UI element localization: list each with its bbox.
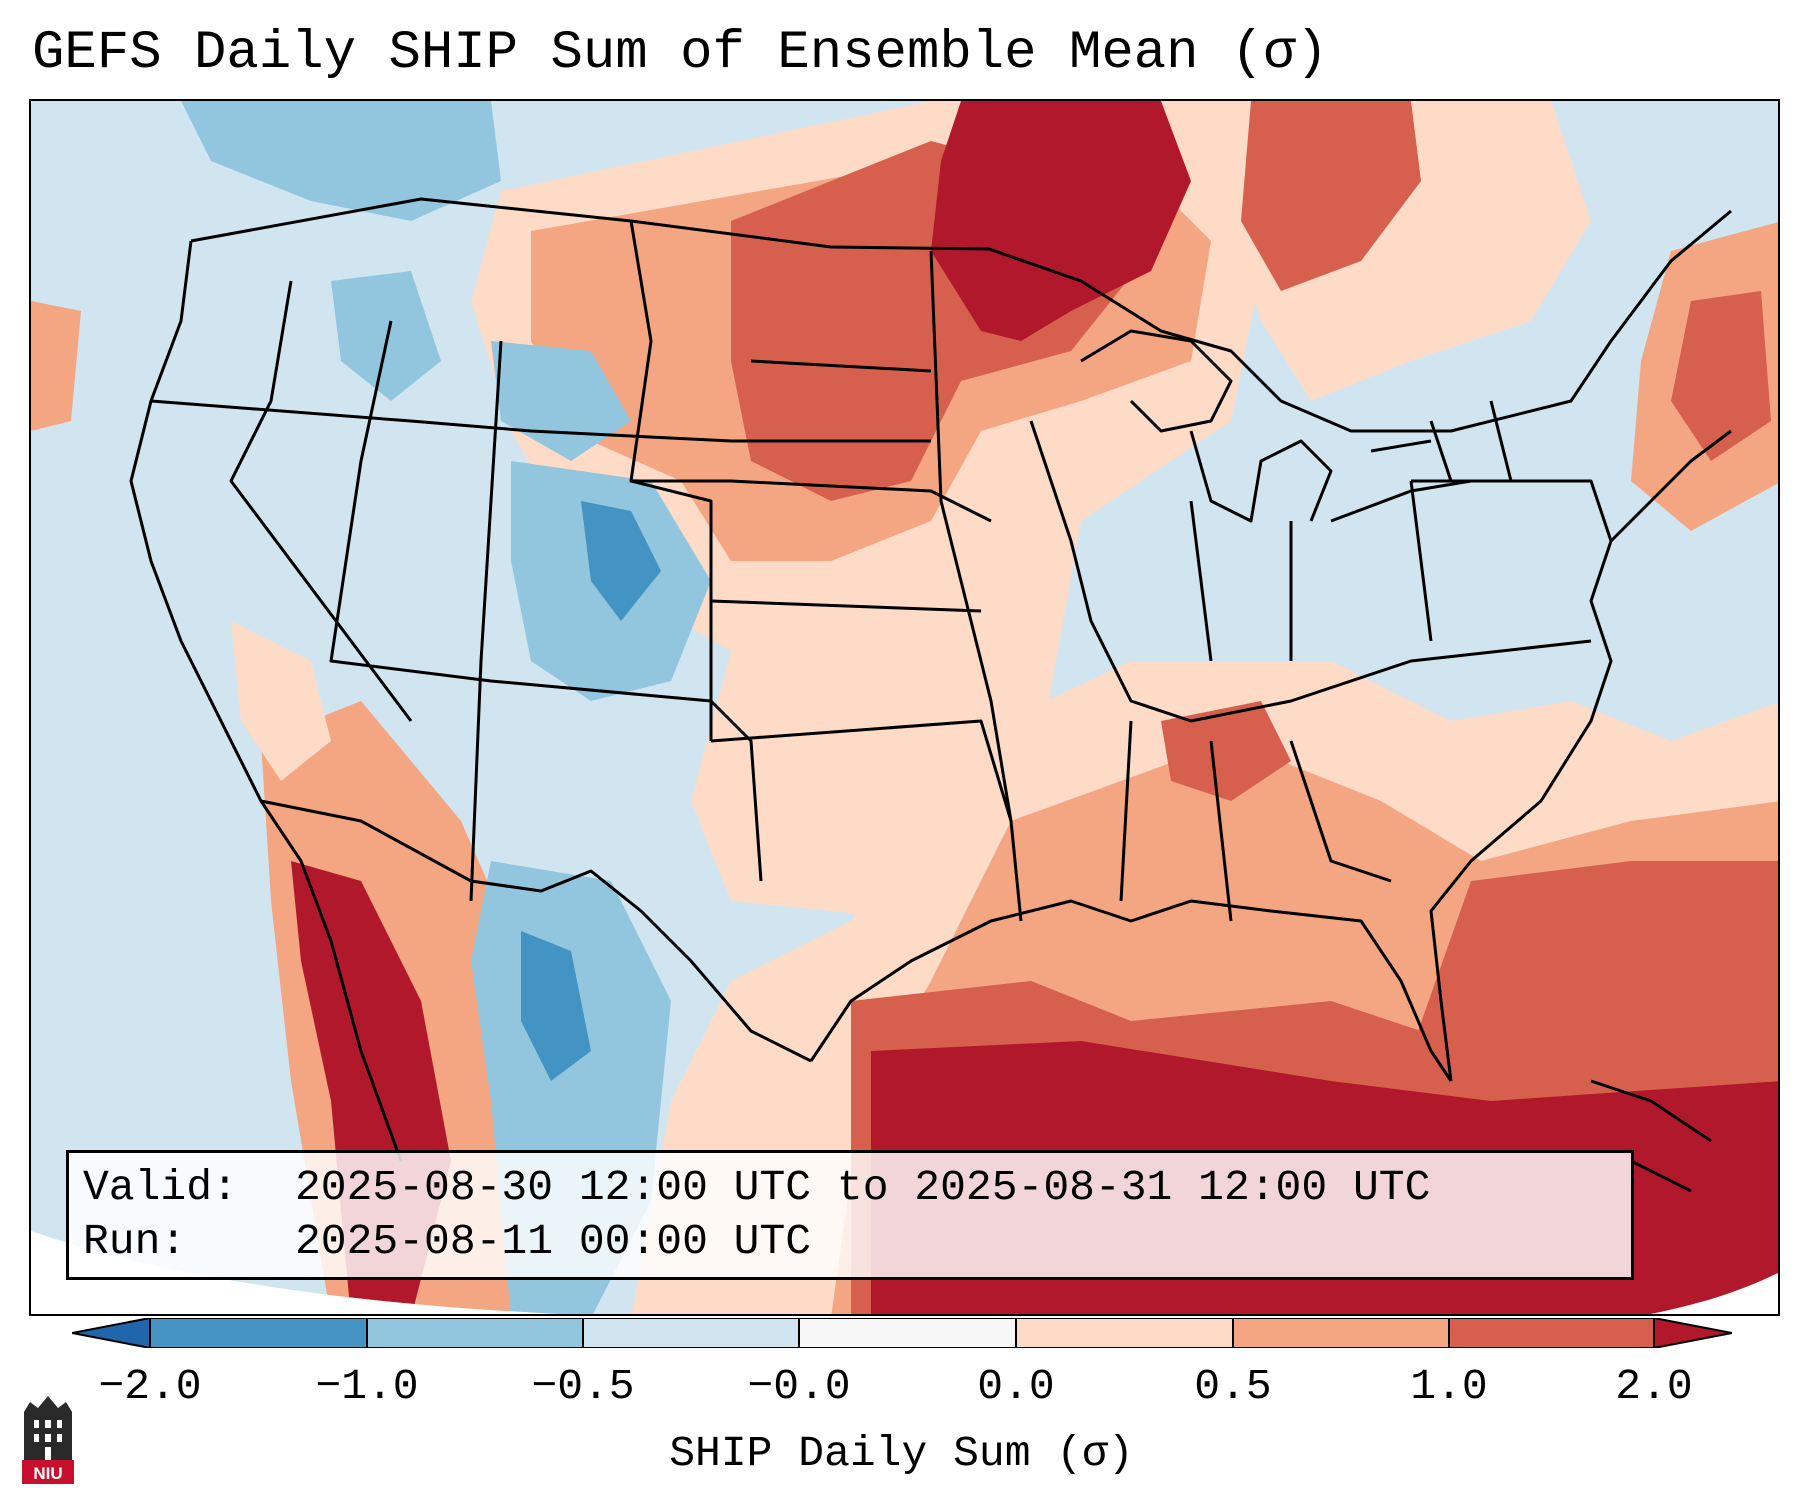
colorbar-bin-4 bbox=[799, 1318, 1016, 1348]
anomaly-region-maine bbox=[1671, 291, 1771, 461]
run-line: Run: 2025-08-11 00:00 UTC bbox=[83, 1215, 1617, 1269]
map-title: GEFS Daily SHIP Sum of Ensemble Mean (σ) bbox=[32, 23, 1329, 84]
colorbar-bin-0 bbox=[72, 1318, 150, 1348]
boundaries bbox=[129, 197, 1732, 1193]
svg-text:NIU: NIU bbox=[33, 1464, 62, 1483]
colorbar-tick-label: −0.0 bbox=[747, 1362, 851, 1411]
projection-edge-bottom-right bbox=[1650, 1272, 1778, 1314]
ship-map bbox=[31, 101, 1778, 1314]
anomaly-region-colorado-core bbox=[581, 501, 661, 621]
colorbar-bin-3 bbox=[583, 1318, 799, 1348]
info-box: Valid: 2025-08-30 12:00 UTC to 2025-08-31… bbox=[66, 1150, 1634, 1280]
state-lines-east bbox=[1189, 400, 1613, 662]
colorbar-tick-label: 1.0 bbox=[1410, 1362, 1488, 1411]
great-lakes bbox=[1080, 329, 1472, 523]
state-lines-west bbox=[150, 220, 931, 902]
west-coast bbox=[129, 240, 403, 1162]
colorbar-tick-label: −1.0 bbox=[315, 1362, 419, 1411]
us-mexico-border bbox=[260, 799, 812, 1063]
anomaly-region-pacific bbox=[31, 301, 81, 431]
anomaly-region-minnesota bbox=[931, 101, 1191, 341]
state-lines-central bbox=[710, 250, 1592, 922]
valid-label: Valid: bbox=[83, 1163, 238, 1212]
anomaly-region-idaho bbox=[331, 271, 441, 401]
colorbar-bin-8 bbox=[1654, 1318, 1732, 1348]
colorbar-ticks bbox=[149, 1318, 1655, 1348]
run-value: 2025-08-11 00:00 UTC bbox=[295, 1217, 812, 1266]
us-canada-border bbox=[190, 197, 1732, 433]
map-panel bbox=[29, 99, 1780, 1316]
colorbar-bin-5 bbox=[1016, 1318, 1233, 1348]
anomaly-region-tennessee bbox=[1161, 701, 1291, 801]
colorbar-tick-label: 0.5 bbox=[1194, 1362, 1272, 1411]
colorbar-bin-6 bbox=[1233, 1318, 1449, 1348]
colorbar-tick-label: −0.5 bbox=[531, 1362, 635, 1411]
niu-logo-icon: NIU bbox=[22, 1396, 74, 1484]
run-label: Run: bbox=[83, 1217, 187, 1266]
projection-edge-bottom-left bbox=[31, 1231, 561, 1314]
colorbar-bin-2 bbox=[367, 1318, 583, 1348]
anomaly-region-washington bbox=[181, 101, 501, 221]
valid-value: 2025-08-30 12:00 UTC to 2025-08-31 12:00… bbox=[295, 1163, 1431, 1212]
anomaly-region-mexico-core bbox=[521, 931, 591, 1081]
east-coast bbox=[1429, 429, 1732, 1082]
caribbean-islands bbox=[1590, 1079, 1712, 1193]
anomaly-region-quebec-mid bbox=[1241, 101, 1421, 291]
anomaly-region-sw-coast bbox=[231, 621, 331, 781]
colorbar-tick-label: 0.0 bbox=[977, 1362, 1055, 1411]
valid-line: Valid: 2025-08-30 12:00 UTC to 2025-08-31… bbox=[83, 1161, 1617, 1215]
colorbar-tick-label: 2.0 bbox=[1615, 1362, 1693, 1411]
colorbar-tick-label: −2.0 bbox=[98, 1362, 202, 1411]
gulf-coast bbox=[809, 899, 1453, 1082]
colorbar-bin-7 bbox=[1449, 1318, 1654, 1348]
colorbar bbox=[72, 1318, 1732, 1348]
colorbar-bin-1 bbox=[150, 1318, 367, 1348]
colorbar-label: SHIP Daily Sum (σ) bbox=[669, 1429, 1134, 1478]
